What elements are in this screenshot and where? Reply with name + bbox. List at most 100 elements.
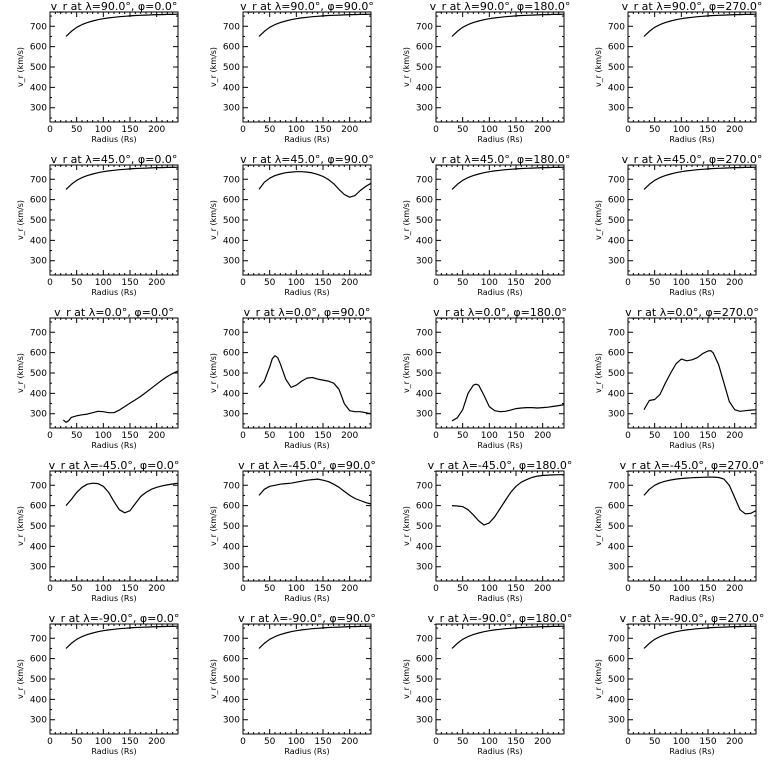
panel-title: v_r at λ=-90.0°, φ=90.0° [238, 612, 376, 625]
x-tick-label: 100 [95, 125, 112, 135]
x-tick-label: 0 [47, 737, 53, 747]
series-line [62, 370, 179, 423]
series-line [451, 166, 565, 190]
y-axis-label: v_r (km/s) [594, 353, 603, 393]
y-tick-label: 400 [30, 389, 47, 399]
y-tick-label: 500 [30, 522, 47, 532]
x-tick-label: 50 [649, 737, 661, 747]
y-axis-label: v_r (km/s) [16, 47, 25, 87]
panel-title: v_r at λ=0.0°, φ=0.0° [54, 306, 174, 319]
y-tick-label: 500 [223, 675, 240, 685]
series-line [65, 482, 179, 514]
y-tick-label: 400 [416, 83, 433, 93]
x-tick-label: 100 [288, 584, 305, 594]
y-axis-label: v_r (km/s) [209, 659, 218, 699]
y-tick-label: 400 [30, 83, 47, 93]
y-tick-label: 500 [223, 216, 240, 226]
y-tick-label: 400 [223, 695, 240, 705]
panel-title: v_r at λ=45.0°, φ=270.0° [622, 153, 763, 166]
x-tick-label: 200 [726, 125, 743, 135]
x-tick-label: 150 [121, 584, 138, 594]
y-tick-label: 300 [30, 257, 47, 267]
plot-frame [627, 11, 757, 123]
x-axis-label: Radius (Rs) [477, 747, 522, 756]
x-tick-label: 200 [341, 584, 358, 594]
series-line [258, 355, 372, 415]
y-tick-label: 300 [223, 257, 240, 267]
y-tick-label: 300 [608, 257, 625, 267]
panel-title: v_r at λ=0.0°, φ=90.0° [244, 306, 371, 319]
x-axis-label: Radius (Rs) [91, 135, 136, 144]
x-tick-label: 200 [726, 278, 743, 288]
plot-frame [435, 623, 565, 735]
y-tick-label: 700 [223, 328, 240, 338]
y-tick-label: 600 [416, 43, 433, 53]
y-tick-label: 700 [608, 634, 625, 644]
panel-title: v_r at λ=90.0°, φ=90.0° [240, 0, 374, 13]
plot-frame [242, 623, 372, 735]
y-tick-label: 300 [416, 563, 433, 573]
y-tick-label: 600 [30, 502, 47, 512]
y-tick-label: 300 [30, 716, 47, 726]
plot-frame [49, 164, 179, 276]
panel: v_r at λ=-45.0°, φ=90.0° 0 50 100 150 200 300 4… [209, 459, 376, 603]
x-tick-label: 100 [288, 125, 305, 135]
x-tick-label: 100 [481, 125, 498, 135]
x-axis-label: Radius (Rs) [284, 288, 329, 297]
y-tick-label: 700 [416, 22, 433, 32]
y-axis-label: v_r (km/s) [402, 47, 411, 87]
x-axis-label: Radius (Rs) [669, 441, 714, 450]
x-tick-label: 200 [726, 431, 743, 441]
y-tick-label: 600 [223, 196, 240, 206]
x-tick-label: 150 [699, 584, 716, 594]
panel-title: v_r at λ=-45.0°, φ=0.0° [49, 459, 180, 472]
x-tick-label: 100 [481, 278, 498, 288]
y-tick-label: 300 [223, 410, 240, 420]
y-tick-label: 300 [30, 563, 47, 573]
y-tick-label: 500 [416, 675, 433, 685]
x-tick-label: 0 [240, 431, 246, 441]
x-tick-label: 50 [457, 125, 469, 135]
x-tick-label: 100 [673, 278, 690, 288]
x-tick-label: 100 [95, 431, 112, 441]
panel: v_r at λ=0.0°, φ=90.0° 0 50 100 150 200 300 400… [209, 306, 372, 450]
y-tick-label: 300 [416, 716, 433, 726]
x-axis-label: Radius (Rs) [669, 594, 714, 603]
x-tick-label: 50 [71, 737, 83, 747]
x-tick-label: 150 [121, 278, 138, 288]
y-tick-label: 600 [608, 196, 625, 206]
y-tick-label: 400 [30, 542, 47, 552]
x-tick-label: 200 [148, 737, 165, 747]
x-tick-label: 50 [264, 278, 276, 288]
panel: v_r at λ=45.0°, φ=90.0° 0 50 100 150 200 300 40… [209, 153, 374, 297]
panel-title: v_r at λ=0.0°, φ=270.0° [625, 306, 759, 319]
y-tick-label: 400 [30, 695, 47, 705]
x-tick-label: 100 [673, 737, 690, 747]
x-axis-label: Radius (Rs) [477, 288, 522, 297]
y-tick-label: 400 [608, 542, 625, 552]
y-tick-label: 700 [223, 634, 240, 644]
panel-title: v_r at λ=0.0°, φ=180.0° [433, 306, 567, 319]
panel-title: v_r at λ=90.0°, φ=180.0° [430, 0, 571, 13]
y-tick-label: 500 [416, 369, 433, 379]
series-line [451, 383, 565, 422]
y-tick-label: 600 [30, 349, 47, 359]
y-tick-label: 600 [416, 502, 433, 512]
y-tick-label: 600 [223, 43, 240, 53]
x-axis-label: Radius (Rs) [91, 594, 136, 603]
y-tick-label: 500 [223, 369, 240, 379]
x-tick-label: 150 [121, 737, 138, 747]
panel: v_r at λ=90.0°, φ=90.0° 0 50 100 150 200 300 40… [209, 0, 374, 144]
y-tick-label: 500 [416, 63, 433, 73]
x-tick-label: 50 [649, 431, 661, 441]
y-tick-label: 500 [608, 369, 625, 379]
y-tick-label: 300 [30, 104, 47, 114]
y-tick-label: 600 [223, 349, 240, 359]
x-tick-label: 50 [457, 737, 469, 747]
y-axis-label: v_r (km/s) [402, 506, 411, 546]
panel-title: v_r at λ=-45.0°, φ=180.0° [428, 459, 573, 472]
x-tick-label: 0 [240, 278, 246, 288]
y-tick-label: 700 [30, 175, 47, 185]
y-tick-label: 700 [30, 22, 47, 32]
x-axis-label: Radius (Rs) [669, 288, 714, 297]
